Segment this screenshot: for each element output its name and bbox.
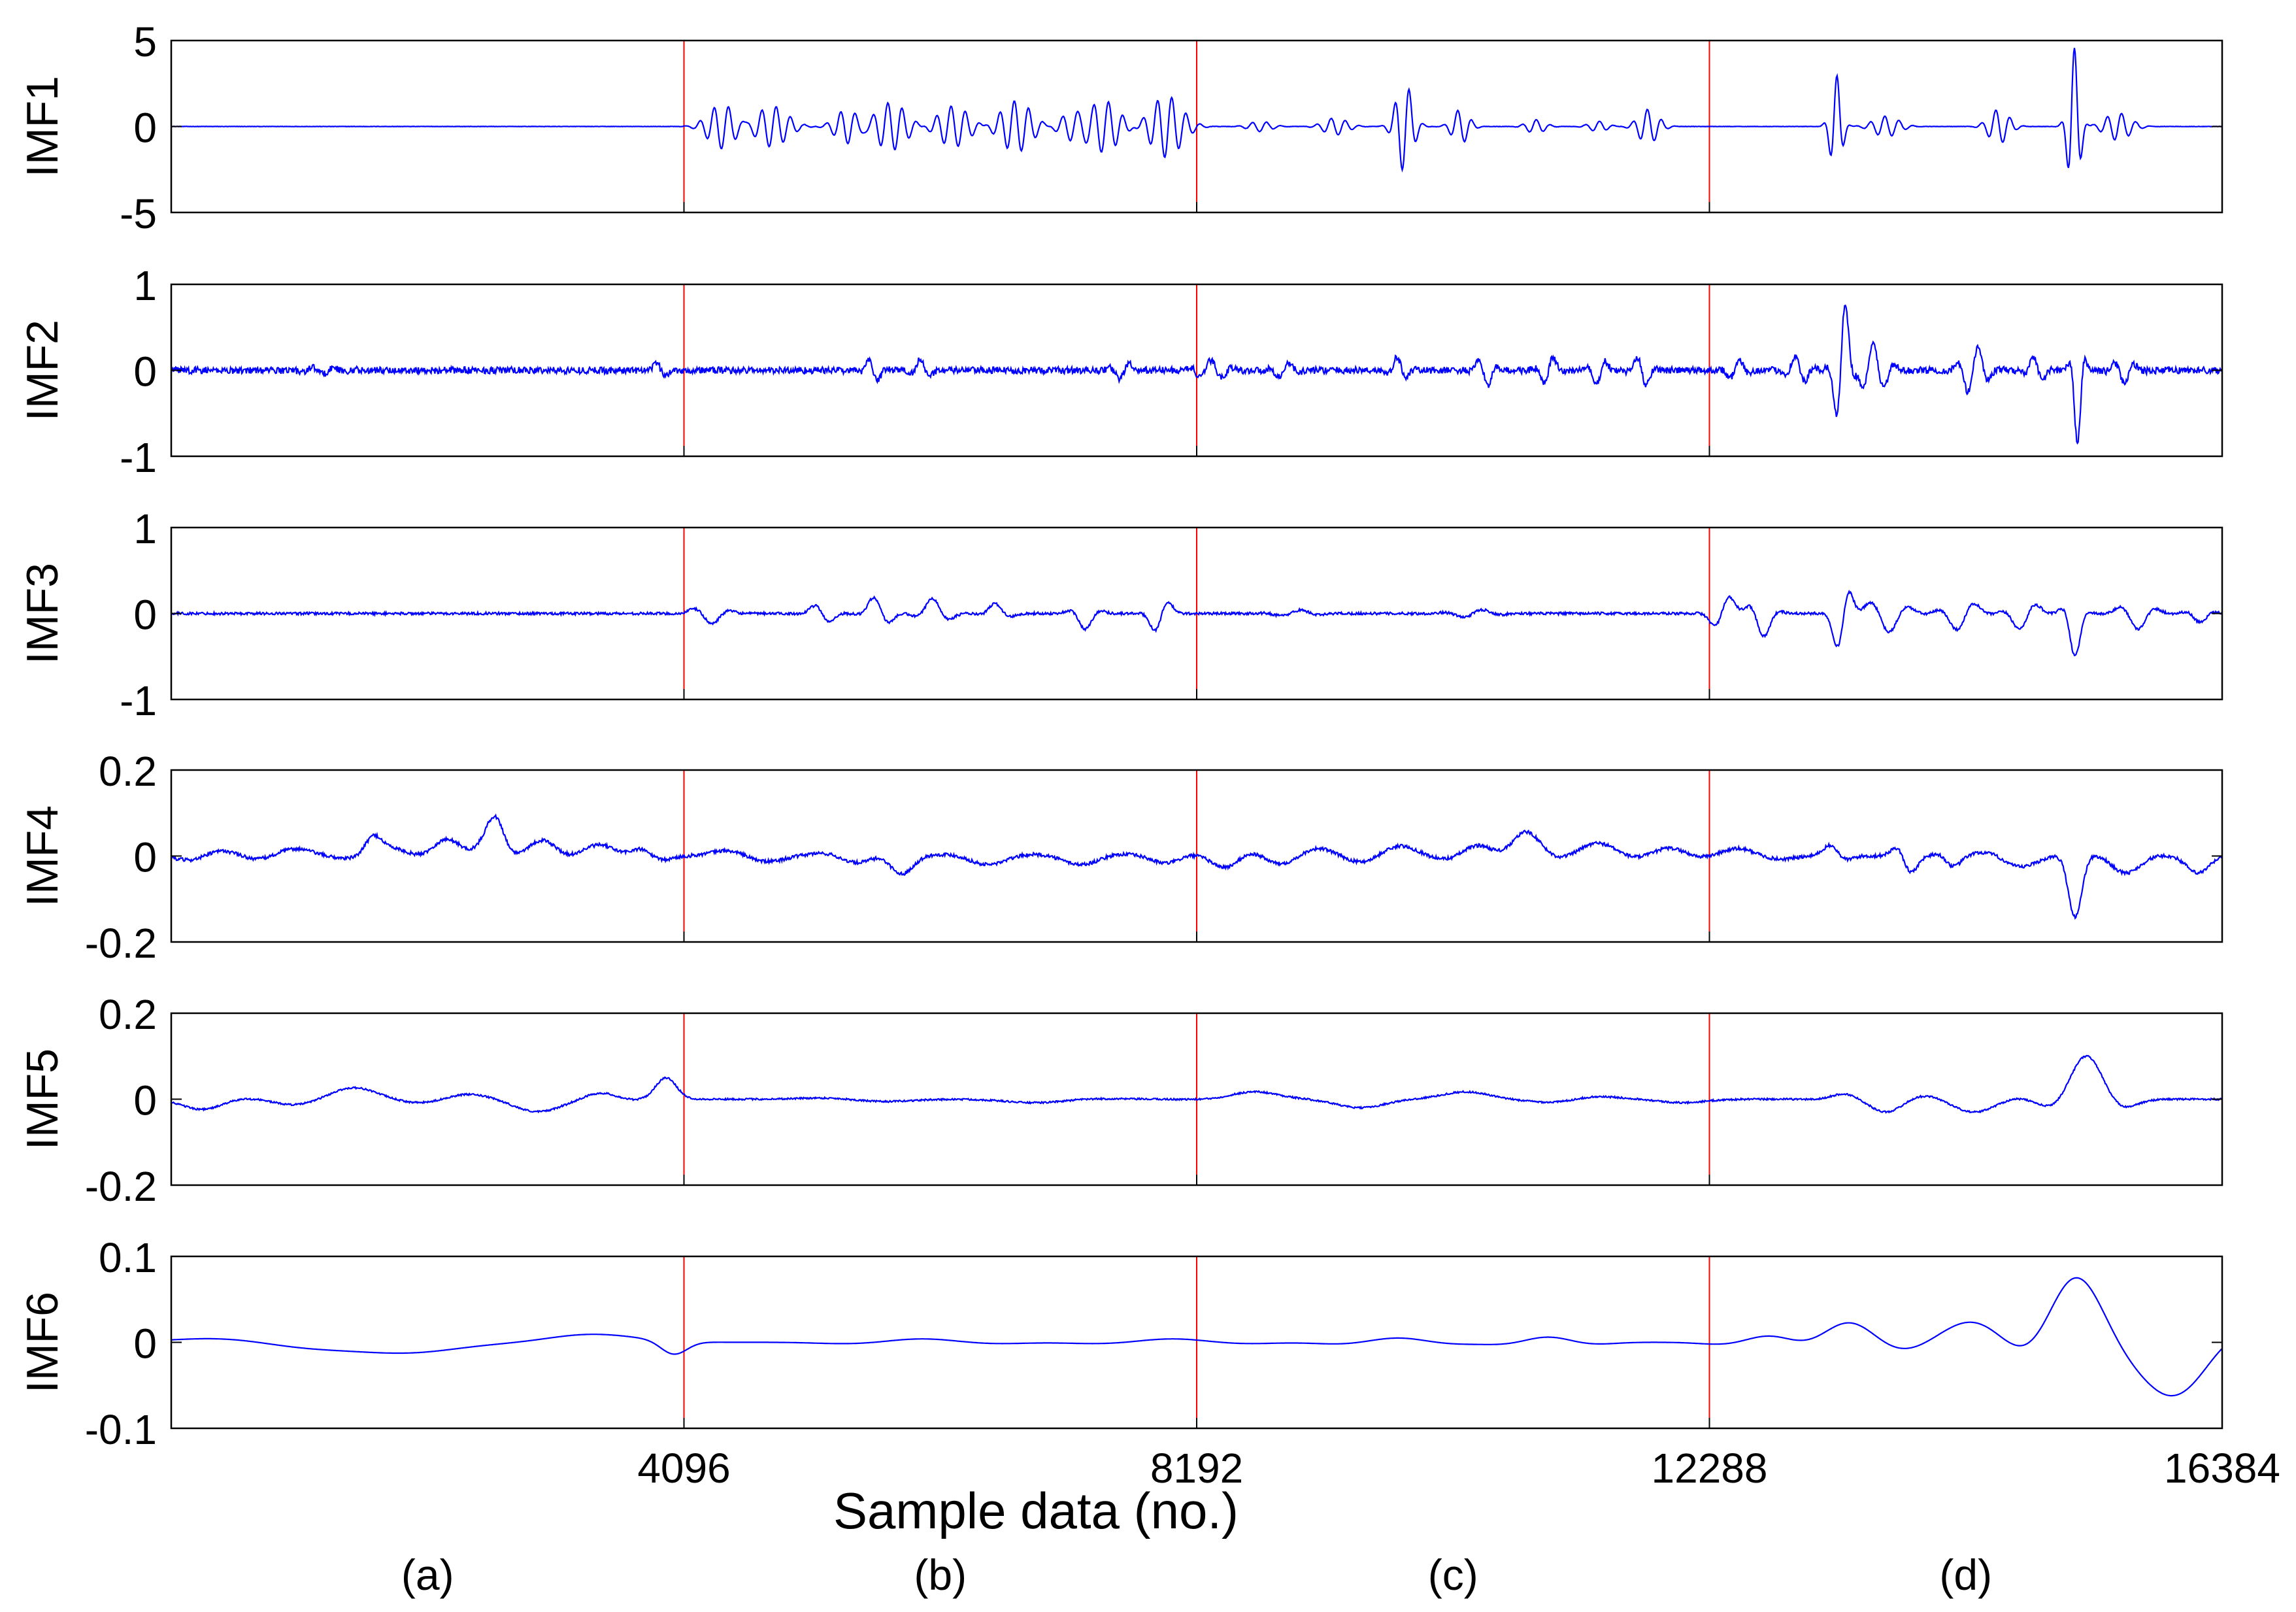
y-tick-label: 0 bbox=[133, 834, 157, 881]
panel-imf4: 0.2 0 -0.2 IMF4 bbox=[18, 748, 2223, 967]
y-tick-label: 0.2 bbox=[99, 991, 157, 1038]
signal-trace-imf3 bbox=[171, 589, 2223, 656]
y-tick-label: 1 bbox=[133, 505, 157, 552]
y-tick-label: 0.1 bbox=[99, 1234, 157, 1281]
y-tick-label: 1 bbox=[133, 262, 157, 309]
panel-imf3: 1 0 -1 IMF3 bbox=[18, 505, 2223, 724]
y-axis-label-imf1: IMF1 bbox=[18, 76, 67, 177]
x-tick-label: 8192 bbox=[1150, 1445, 1243, 1492]
panel-imf6: 0.1 0 -0.1 IMF6 bbox=[18, 1234, 2223, 1453]
y-tick-label: -0.2 bbox=[85, 1163, 157, 1210]
y-tick-label: 0 bbox=[133, 105, 157, 152]
panel-imf5: 0.2 0 -0.2 IMF5 bbox=[18, 991, 2223, 1210]
y-axis-label-imf3: IMF3 bbox=[18, 563, 67, 664]
signal-trace-imf6 bbox=[171, 1277, 2223, 1397]
x-tick-label: 16384 bbox=[2164, 1445, 2280, 1492]
y-axis-label-imf2: IMF2 bbox=[18, 320, 67, 421]
y-axis-label-imf4: IMF4 bbox=[18, 805, 67, 907]
x-tick-label: 4096 bbox=[637, 1445, 730, 1492]
y-axis-label-imf5: IMF5 bbox=[18, 1049, 67, 1150]
signal-trace-imf1 bbox=[171, 48, 2222, 173]
y-tick-label: -1 bbox=[120, 434, 157, 481]
y-axis-label-imf6: IMF6 bbox=[18, 1292, 67, 1393]
segment-label: (c) bbox=[1428, 1551, 1478, 1599]
y-tick-label: 0.2 bbox=[99, 748, 157, 795]
y-tick-label: -0.1 bbox=[85, 1406, 157, 1453]
segment-labels-group: (a) (b) (c) (d) bbox=[401, 1551, 1992, 1599]
segment-label: (b) bbox=[914, 1551, 967, 1599]
x-tick-label: 12288 bbox=[1652, 1445, 1768, 1492]
signal-trace-imf2 bbox=[170, 304, 2223, 445]
y-tick-label: 0 bbox=[133, 592, 157, 639]
y-tick-label: -1 bbox=[120, 677, 157, 724]
y-tick-label: 0 bbox=[133, 1077, 157, 1124]
segment-label: (d) bbox=[1939, 1551, 1992, 1599]
panel-imf2: 1 0 -1 IMF2 bbox=[18, 262, 2223, 481]
y-tick-label: 0 bbox=[133, 1320, 157, 1368]
y-tick-label: -0.2 bbox=[85, 920, 157, 967]
signal-trace-imf4 bbox=[170, 813, 2223, 920]
y-tick-label: 5 bbox=[133, 18, 157, 65]
segment-label: (a) bbox=[401, 1551, 454, 1599]
y-tick-label: -5 bbox=[120, 190, 157, 237]
x-axis-label: Sample data (no.) bbox=[833, 1482, 1239, 1539]
y-tick-label: 0 bbox=[133, 348, 157, 395]
signal-trace-imf5 bbox=[171, 1054, 2222, 1114]
panel-imf1: 5 0 -5 IMF1 bbox=[18, 18, 2223, 237]
panels-group: 50-5IMF110-1IMF210-1IMF30.20-0.2IMF40.20… bbox=[18, 18, 2280, 1492]
